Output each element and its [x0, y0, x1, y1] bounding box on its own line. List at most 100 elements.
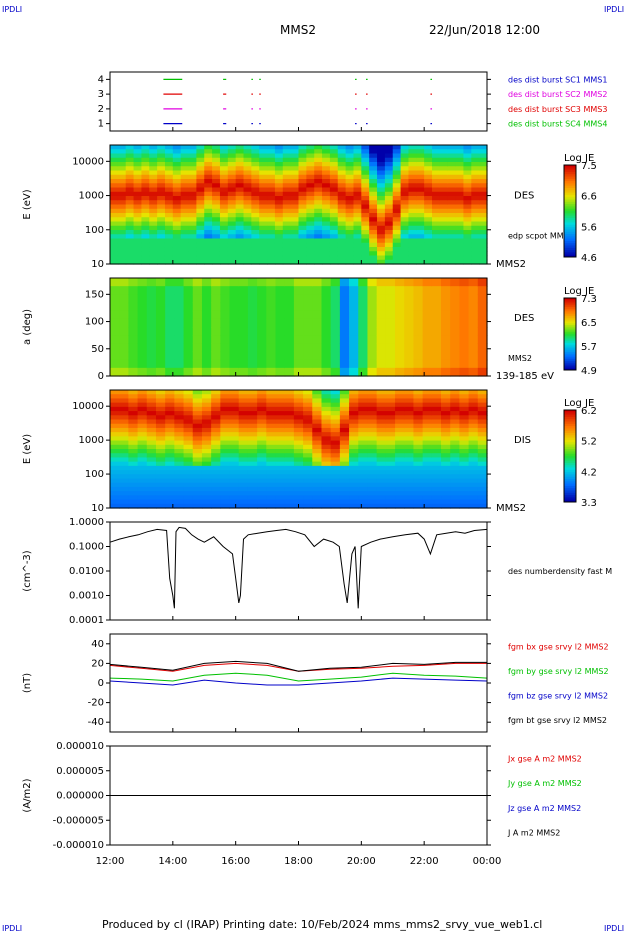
heatmap-cell	[146, 423, 157, 429]
heatmap-cell	[422, 432, 433, 437]
heatmap-cell	[128, 491, 139, 496]
heatmap-cell	[337, 149, 347, 155]
heatmap-cell	[165, 427, 175, 433]
heatmap-cell	[125, 149, 135, 155]
heatmap-cell	[400, 208, 410, 214]
heatmap-cell	[459, 491, 470, 496]
heatmap-cell	[137, 449, 148, 454]
heatmap-cell	[192, 394, 203, 400]
heatmap-cell	[211, 491, 221, 496]
heatmap-cell	[165, 440, 175, 446]
heatmap-cell	[424, 183, 433, 189]
heatmap-cell	[303, 302, 313, 312]
heatmap-cell	[220, 398, 231, 404]
colorbar-cell	[564, 305, 576, 308]
heatmap-cell	[172, 157, 182, 163]
heatmap-cell	[339, 402, 350, 408]
heatmap-cell	[468, 302, 479, 312]
heatmap-cell	[220, 482, 231, 488]
series-legend-label: des dist burst SC4 MMS4	[508, 120, 607, 129]
heatmap-cell	[110, 390, 120, 395]
ytick-label: 100	[85, 225, 104, 236]
heatmap-cell	[416, 166, 425, 172]
heatmap-cell	[395, 402, 405, 408]
heatmap-cell	[247, 318, 258, 328]
heatmap-cell	[282, 179, 292, 184]
heatmap-cell	[447, 191, 457, 197]
heatmap-cell	[298, 251, 307, 257]
series-legend-label: des dist burst SC1 MMS1	[508, 75, 607, 84]
colorbar-frame	[563, 409, 577, 503]
heatmap-cell	[110, 174, 119, 180]
heatmap-cell	[257, 440, 267, 446]
heatmap-cell	[220, 415, 231, 421]
heatmap-cell	[424, 247, 433, 252]
heatmap-cell	[110, 453, 120, 459]
heatmap-cell	[447, 238, 457, 244]
heatmap-cell	[321, 359, 332, 369]
heatmap-cell	[125, 162, 135, 167]
heatmap-cell	[192, 474, 203, 480]
heatmap-cell	[385, 394, 396, 400]
heatmap-cell	[459, 453, 470, 459]
heatmap-cell	[125, 230, 135, 235]
heatmap-cell	[110, 359, 120, 369]
heatmap-cell	[220, 359, 231, 369]
heatmap-cell	[183, 444, 194, 450]
heatmap-cell	[321, 486, 332, 492]
heatmap-cell	[174, 423, 185, 429]
heatmap-cell	[330, 491, 341, 496]
colorbar-cell	[564, 174, 576, 177]
heatmap-cell	[117, 242, 127, 248]
heatmap-cell	[450, 390, 461, 395]
heatmap-cell	[290, 208, 300, 214]
heatmap-cell	[376, 294, 387, 304]
heatmap-cell	[128, 432, 139, 437]
heatmap-cell	[119, 478, 129, 484]
heatmap-cell	[369, 234, 378, 240]
heatmap-cell	[358, 278, 369, 287]
heatmap-cell	[293, 432, 304, 437]
heatmap-cell	[125, 153, 135, 159]
heatmap-cell	[192, 411, 203, 416]
heatmap-cell	[321, 390, 332, 395]
heatmap-cell	[339, 343, 350, 353]
heatmap-cell	[128, 499, 139, 505]
heatmap-cell	[395, 423, 405, 429]
heatmap-cell	[238, 411, 249, 416]
heatmap-cell	[243, 170, 252, 176]
heatmap-cell	[441, 302, 451, 312]
colorbar-cell	[564, 483, 576, 487]
heatmap-cell	[424, 251, 433, 257]
heatmap-cell	[432, 238, 441, 244]
heatmap-cell	[235, 204, 245, 210]
heatmap-cell	[247, 449, 258, 454]
heatmap-cell	[369, 208, 378, 214]
heatmap-cell	[384, 204, 394, 210]
heatmap-cell	[293, 343, 304, 353]
colorbar-cell	[564, 190, 576, 194]
heatmap-cell	[314, 187, 323, 193]
heatmap-cell	[395, 278, 405, 287]
heatmap-cell	[349, 406, 359, 412]
ytick-label: 1.0000	[69, 517, 104, 528]
heatmap-cell	[227, 183, 237, 189]
heatmap-cell	[110, 278, 120, 287]
ytick-label: -40	[88, 717, 104, 728]
heatmap-cell	[238, 482, 249, 488]
heatmap-cell	[110, 449, 120, 454]
heatmap-cell	[361, 213, 370, 218]
heatmap-cell	[339, 286, 350, 295]
heatmap-cell	[463, 196, 472, 201]
heatmap-cell	[146, 415, 157, 421]
heatmap-cell	[468, 367, 479, 377]
heatmap-cell	[431, 286, 442, 295]
heatmap-cell	[477, 453, 488, 459]
heatmap-cell	[165, 394, 175, 400]
colorbar-cell	[564, 199, 576, 203]
heatmap-cell	[174, 503, 185, 509]
heatmap-cell	[275, 394, 286, 400]
heatmap-cell	[477, 327, 488, 336]
heatmap-cell	[229, 415, 240, 421]
